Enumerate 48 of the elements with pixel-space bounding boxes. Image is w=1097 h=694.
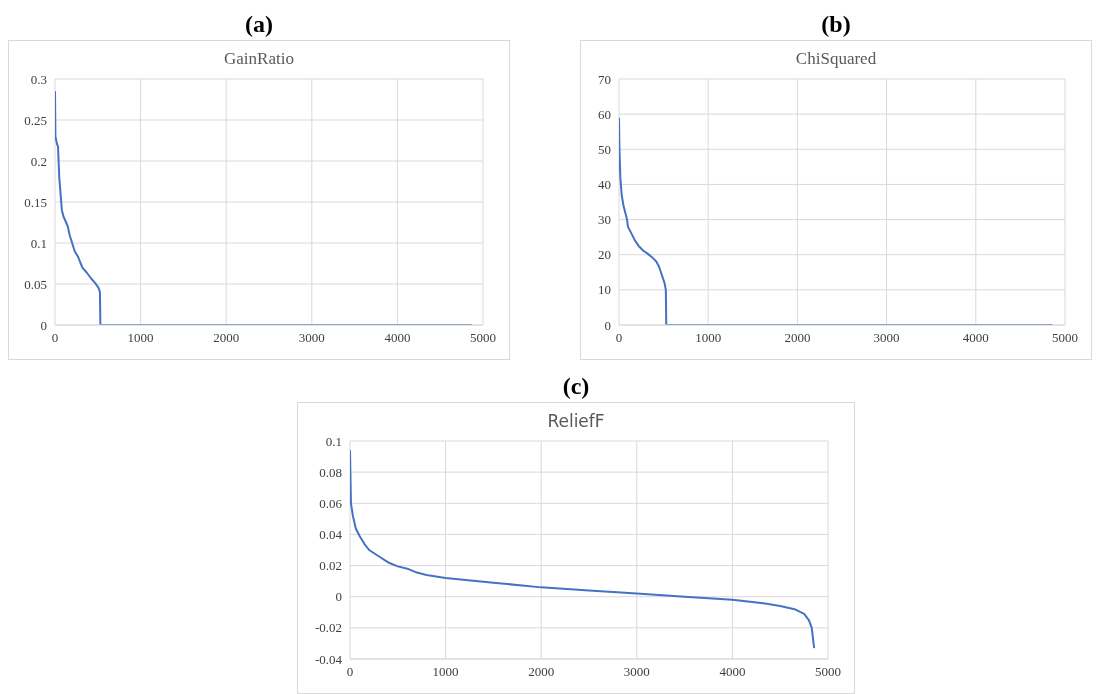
text: (a) [244, 10, 274, 39]
x-tick-label: 1000 [127, 330, 154, 346]
x-tick-label: 1000 [695, 330, 722, 346]
x-tick-label: 5000 [1052, 330, 1078, 346]
x-tick-label: 3000 [623, 664, 650, 680]
x-tick-label: 4000 [384, 330, 411, 346]
y-tick-label: 0.2 [30, 153, 47, 169]
y-tick-label: 10 [598, 282, 611, 298]
y-tick-label: 40 [598, 177, 611, 193]
y-tick-label: -0.04 [314, 651, 343, 667]
x-tick-label: 5000 [815, 664, 841, 680]
x-tick-label: 4000 [962, 330, 989, 346]
x-tick-label: 1000 [432, 664, 459, 680]
text: (b) [820, 10, 852, 39]
x-tick-label: 3000 [873, 330, 900, 346]
y-tick-label: 0.04 [319, 527, 343, 543]
y-tick-label: 0.08 [319, 464, 342, 480]
y-tick-label: 0.06 [319, 495, 343, 511]
x-tick-label: 5000 [470, 330, 496, 346]
x-tick-label: 0 [346, 664, 354, 680]
chart-title: ReliefF [546, 411, 606, 433]
y-tick-label: 0.02 [319, 558, 342, 574]
y-tick-label: 0.15 [24, 194, 47, 210]
x-tick-label: 2000 [213, 330, 240, 346]
chart-title: GainRatio [223, 49, 295, 70]
text: (c) [561, 372, 591, 401]
y-tick-label: 70 [598, 71, 611, 87]
x-tick-label: 2000 [784, 330, 811, 346]
y-tick-label: 0.3 [30, 71, 47, 87]
x-tick-label: 0 [51, 330, 59, 346]
y-tick-label: -0.02 [314, 620, 342, 636]
x-tick-label: 4000 [719, 664, 746, 680]
y-tick-label: 0.25 [24, 112, 47, 128]
chart-title: ChiSquared [794, 49, 878, 70]
y-tick-label: 0.05 [24, 276, 47, 292]
x-tick-label: 2000 [528, 664, 555, 680]
y-tick-label: 50 [598, 141, 611, 157]
y-tick-label: 60 [598, 106, 611, 122]
x-tick-label: 0 [615, 330, 623, 346]
x-tick-label: 3000 [298, 330, 325, 346]
y-tick-label: 0 [604, 317, 611, 333]
y-tick-label: 30 [598, 212, 611, 228]
y-tick-label: 0.1 [30, 235, 47, 251]
y-tick-label: 0 [335, 589, 342, 605]
y-tick-label: 20 [598, 247, 611, 263]
y-tick-label: 0 [40, 317, 47, 333]
line-series [350, 449, 816, 650]
y-tick-label: 0.1 [325, 433, 342, 449]
